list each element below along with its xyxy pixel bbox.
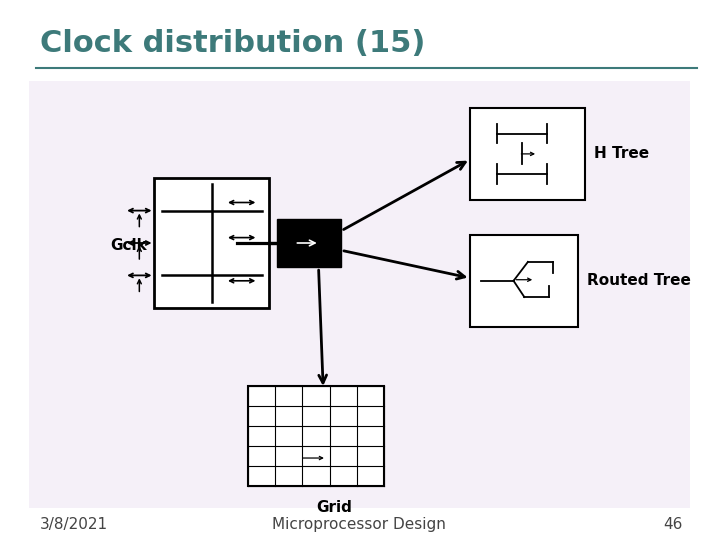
Bar <box>248 386 384 486</box>
Bar <box>470 235 578 327</box>
Text: Routed Tree: Routed Tree <box>587 273 690 288</box>
Text: Microprocessor Design: Microprocessor Design <box>272 517 446 532</box>
Bar <box>470 108 585 200</box>
Bar <box>154 178 269 308</box>
Text: Grid: Grid <box>316 500 352 515</box>
Text: H Tree: H Tree <box>594 146 649 161</box>
Text: Gclk: Gclk <box>110 238 147 253</box>
Bar <box>276 219 341 267</box>
Bar <box>29 81 690 508</box>
Text: Clock distribution (15): Clock distribution (15) <box>40 29 425 58</box>
Text: 3/8/2021: 3/8/2021 <box>40 517 107 532</box>
Text: 46: 46 <box>663 517 683 532</box>
